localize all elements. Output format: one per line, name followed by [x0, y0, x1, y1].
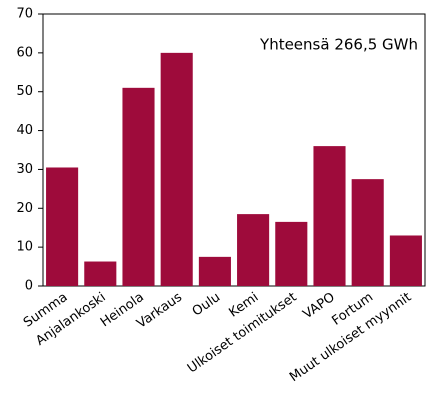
bar [275, 221, 308, 286]
bar [389, 235, 422, 286]
y-tick-label: 70 [16, 7, 33, 22]
y-tick-label: 30 [16, 162, 33, 177]
bar [313, 146, 346, 286]
bar [351, 179, 384, 286]
y-tick-label: 50 [16, 84, 33, 99]
bar [46, 167, 79, 286]
bar [84, 261, 117, 286]
x-tick-label: Oulu [190, 290, 223, 320]
annotation: Yhteensä 266,5 GWh [259, 36, 418, 54]
y-tick-label: 20 [16, 201, 33, 216]
y-tick-label: 0 [25, 279, 33, 294]
plot-frame [42, 13, 426, 287]
bar [160, 52, 193, 286]
bar [198, 256, 231, 286]
bar [237, 214, 270, 286]
y-tick-label: 40 [16, 123, 33, 138]
y-tick-label: 60 [16, 45, 33, 60]
bar [122, 87, 155, 286]
y-tick-label: 10 [16, 240, 33, 255]
